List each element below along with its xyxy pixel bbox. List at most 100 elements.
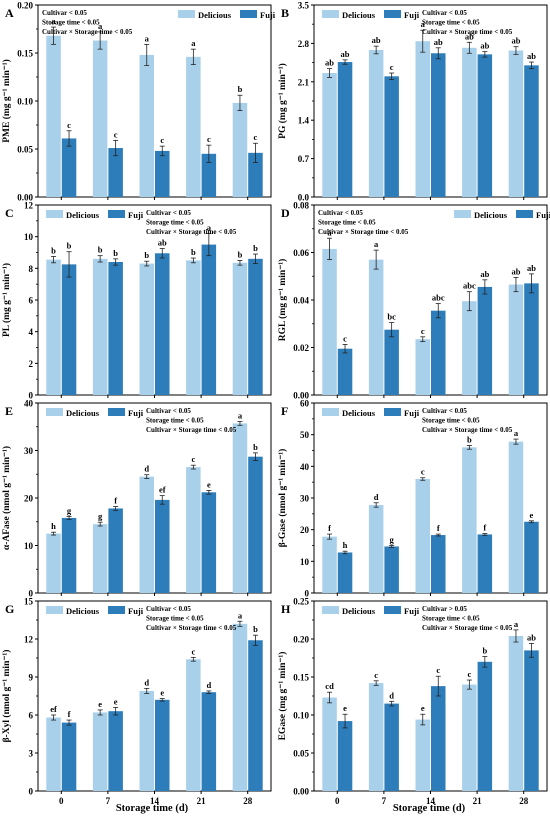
significance-letter: a [421, 19, 426, 29]
significance-letter: c [467, 669, 471, 679]
bar-delicious [232, 623, 248, 791]
significance-letter: b [253, 243, 258, 253]
stats-line: Cultivar × Storage time < 0.05 [422, 426, 513, 434]
significance-letter: d [389, 690, 394, 700]
significance-letter: c [421, 467, 425, 477]
x-tick-label: 7 [382, 796, 387, 806]
bar-fuji [431, 686, 446, 791]
y-axis-label: PG (mg g⁻¹ min⁻¹) [277, 63, 288, 139]
legend-swatch-fuji [516, 210, 533, 218]
stats-line: Storage time < 0.05 [422, 615, 480, 623]
bar-delicious [46, 35, 61, 197]
significance-letter: e [114, 696, 118, 706]
x-tick-label: 14 [426, 796, 436, 806]
legend-label: Fuji [128, 606, 144, 616]
panel-letter: F [281, 404, 288, 418]
significance-letter: c [436, 665, 440, 675]
y-tick-label: 0 [305, 589, 310, 599]
y-tick-label: 10 [300, 557, 310, 567]
y-tick-label: 10 [24, 232, 34, 242]
legend-label: Fuji [536, 210, 550, 220]
bar-fuji [155, 499, 170, 593]
significance-letter: f [114, 496, 117, 506]
legend-swatch-delicious [322, 10, 339, 18]
significance-letter: ab [527, 51, 536, 61]
panel-E: 0 10 20 30 40 α-AFase (nmol g⁻¹ min⁻¹) Eh g g f d e… [1, 399, 272, 599]
significance-letter: d [206, 680, 211, 690]
significance-letter: c [191, 646, 195, 656]
bar-delicious [368, 259, 384, 395]
significance-letter: e [207, 479, 211, 489]
legend-swatch-fuji [384, 408, 401, 416]
bar-delicious [462, 301, 477, 395]
stats-line: Cultivar × Storage time < 0.05 [318, 228, 409, 236]
significance-letter: e [98, 699, 102, 709]
significance-letter: a [145, 33, 150, 43]
y-tick-label: 3 [29, 749, 34, 759]
significance-letter: ef [159, 485, 166, 495]
stats-line: Storage time < 0.05 [42, 19, 100, 27]
significance-letter: a [374, 239, 379, 249]
significance-letter: c [254, 132, 258, 142]
stats-line: Cultivar < 0.05 [146, 209, 191, 217]
bar-fuji [155, 150, 170, 197]
y-tick-label: 0.7 [298, 154, 310, 164]
significance-letter: a [327, 227, 332, 237]
legend-label: Delicious [66, 606, 100, 616]
bar-delicious [186, 659, 201, 791]
bar-delicious [508, 441, 524, 593]
significance-letter: ab [527, 633, 536, 643]
bar-delicious [46, 717, 61, 791]
bar-delicious [368, 49, 384, 198]
legend-label: Fuji [128, 408, 144, 418]
significance-letter: b [144, 250, 149, 260]
y-tick-label: 2.1 [298, 77, 310, 87]
significance-letter: ab [341, 49, 350, 59]
bar-delicious [232, 423, 248, 593]
y-tick-label: 20 [300, 525, 310, 535]
bar-fuji [477, 661, 493, 791]
y-tick-label: 10 [24, 541, 34, 551]
bar-delicious [46, 533, 61, 593]
significance-letter: ab [480, 41, 489, 51]
significance-letter: h [51, 521, 56, 531]
y-tick-label: 0.02 [293, 343, 309, 353]
bar-delicious [322, 697, 337, 791]
stats-line: Cultivar × Storage time < 0.05 [422, 624, 513, 632]
y-tick-label: 4 [29, 327, 34, 337]
y-tick-label: 40 [24, 399, 34, 409]
panel-letter: G [5, 602, 14, 616]
bar-fuji [524, 65, 539, 197]
y-tick-label: 0.08 [293, 201, 309, 211]
significance-letter: ab [511, 266, 520, 276]
panel-G: 0 3 6 9 12 15 β-Xyl (nmol g⁻¹ min⁻¹) G 0 ef f 7 e e 14… [1, 597, 272, 806]
bar-fuji [384, 329, 399, 395]
bar-fuji [108, 262, 123, 395]
legend-label: Delicious [66, 210, 100, 220]
significance-letter: g [67, 506, 72, 516]
bar-fuji [477, 54, 493, 197]
y-axis-label: α-AFase (nmol g⁻¹ min⁻¹) [1, 446, 12, 550]
bar-fuji [337, 721, 353, 791]
bar-delicious [508, 50, 524, 197]
bar-fuji [201, 153, 217, 197]
y-tick-label: 3.5 [298, 1, 310, 11]
y-tick-label: 0.15 [293, 673, 309, 683]
bar-fuji [384, 76, 399, 197]
significance-letter: f [328, 523, 331, 533]
significance-letter: b [191, 247, 196, 257]
x-tick-label: 14 [150, 796, 160, 806]
significance-letter: ab [158, 238, 167, 248]
legend-swatch-delicious [46, 606, 63, 614]
bar-delicious [139, 690, 154, 791]
stats-line: Storage time < 0.05 [146, 615, 204, 623]
x-tick-label: 28 [243, 796, 253, 806]
legend-swatch-delicious [454, 210, 471, 218]
significance-letter: abc [432, 293, 445, 303]
legend-label: Delicious [342, 10, 376, 20]
y-tick-label: 9 [29, 673, 34, 683]
significance-letter: b [67, 241, 72, 251]
bar-delicious [415, 339, 430, 395]
significance-letter: b [113, 248, 118, 258]
